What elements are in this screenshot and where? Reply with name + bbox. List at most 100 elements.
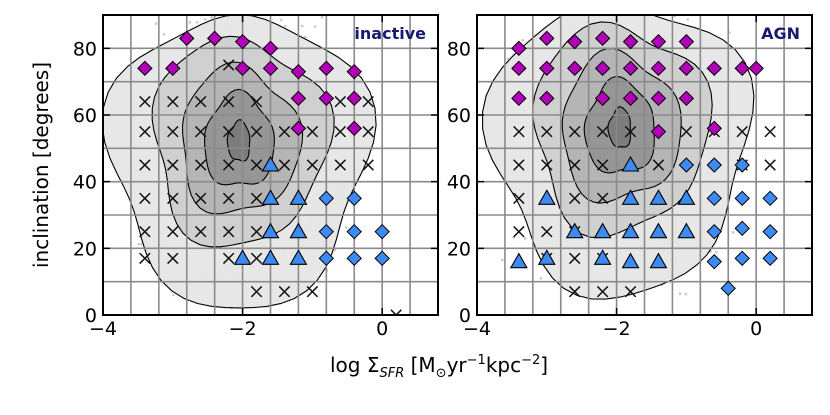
cross-marker [513,125,525,138]
grid-lines [477,15,812,315]
magenta-diamond-marker [290,63,307,80]
blue-triangle-marker [537,249,556,265]
magenta-diamond-marker [678,33,695,50]
scatter-point [313,25,317,28]
magenta-diamond-marker [622,60,639,77]
scatter-point [684,292,688,296]
blue-triangle-marker [621,222,640,239]
magenta-diamond-marker [262,60,279,77]
cross-marker [194,159,207,171]
cross-marker [568,252,581,265]
cross-marker [334,125,347,138]
blue-diamond-marker [762,223,778,240]
cross-marker [250,252,263,265]
x-axis-label-main: log Σ [330,353,379,377]
magenta-diamond-marker [179,30,195,47]
blue-diamond-marker [318,223,335,240]
magenta-diamond-marker [734,60,750,77]
magenta-diamond-marker [511,90,527,107]
series-triangles-blue [233,155,308,265]
cross-marker [194,192,207,205]
blue-triangle-marker [289,189,308,205]
magenta-diamond-marker [678,60,695,77]
blue-triangle-marker [677,189,696,205]
cross-marker [362,125,374,138]
cross-marker [568,192,581,205]
magenta-diamond-marker [234,33,251,50]
cross-marker [624,125,637,138]
cross-marker [194,225,207,238]
cross-marker [167,159,179,171]
cross-marker [167,192,179,205]
magenta-diamond-marker [262,40,279,57]
cross-marker [624,285,637,298]
plot-area [103,15,438,315]
cross-marker [194,125,207,138]
cross-marker [222,159,235,171]
blue-diamond-marker [706,253,722,270]
scatter-point [715,250,718,254]
scatter-point [678,292,682,295]
cross-marker [362,159,374,171]
cross-marker [334,95,347,108]
cross-marker [194,95,207,108]
magenta-diamond-marker [594,60,611,77]
blue-diamond-marker [734,157,750,173]
x-tick-label: −4 [89,318,117,340]
blue-diamond-marker [346,250,362,267]
magenta-diamond-marker [622,33,639,50]
cross-marker [306,125,319,138]
panel-title: AGN [761,24,800,43]
panel-title: inactive [354,24,426,43]
magenta-diamond-marker [290,120,307,137]
series-triangles-blue [509,155,696,269]
blue-diamond-marker [346,190,362,207]
cross-marker [568,285,581,298]
magenta-diamond-marker [706,60,722,77]
x-axis-label-exp2: −2 [521,353,540,368]
scatter-point [539,277,543,280]
cross-marker [167,225,179,238]
x-axis-label-sun: ⊙ [436,366,447,381]
y-tick-label: 80 [447,38,471,60]
scatter-point [501,258,504,262]
cross-marker [167,252,179,265]
scatter-point [210,15,213,19]
y-tick-label: 0 [85,305,97,327]
scatter-point [300,24,304,28]
cross-marker [596,192,609,205]
y-tick-label: 20 [73,238,97,260]
scatter-point [284,24,287,28]
blue-diamond-marker [762,250,778,267]
cross-marker [541,225,553,238]
scatter-point [154,22,158,25]
magenta-diamond-marker [206,30,223,47]
scatter-point [506,57,510,61]
series-diamonds-magenta [137,30,362,137]
blue-triangle-marker [233,249,252,265]
series-diamonds-blue [318,190,390,267]
magenta-diamond-marker [290,90,307,107]
magenta-diamond-marker [706,120,722,137]
contour-level-5 [226,119,251,162]
scatter-point [344,226,348,229]
x-tick-label: 0 [376,318,388,340]
x-axis-label-close: ] [540,353,548,377]
cross-marker [222,125,235,138]
scatter-point [320,15,324,19]
magenta-diamond-marker [748,60,764,77]
scatter-point [333,248,337,252]
x-tick-label: −2 [603,318,631,340]
cross-marker [250,192,263,205]
cross-marker [306,159,319,171]
magenta-diamond-marker [650,90,667,107]
blue-diamond-marker [734,250,750,267]
scatter-point [162,33,166,36]
cross-marker [278,125,291,138]
magenta-diamond-marker [511,40,527,57]
x-tick-label: −4 [463,318,491,340]
blue-triangle-marker [593,222,612,239]
cross-marker [222,59,235,71]
cross-marker [139,225,151,238]
